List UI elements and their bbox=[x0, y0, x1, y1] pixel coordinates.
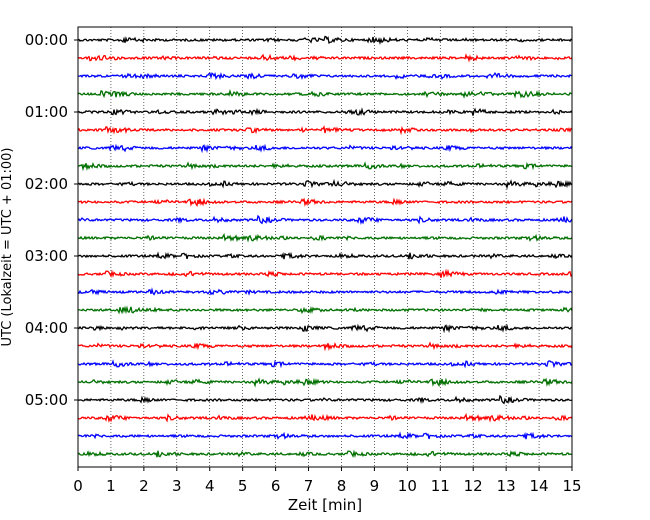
x-tick-label: 14 bbox=[530, 477, 549, 495]
trace-line bbox=[77, 143, 573, 154]
trace-line bbox=[77, 35, 573, 46]
x-tick-label: 2 bbox=[139, 477, 149, 495]
y-tick-label: 02:00 bbox=[25, 175, 68, 193]
x-tick-label: 4 bbox=[205, 477, 215, 495]
seismic-traces bbox=[77, 35, 573, 458]
plot-frame bbox=[77, 26, 573, 468]
x-tick-label: 8 bbox=[337, 477, 347, 495]
x-tick-label: 9 bbox=[370, 477, 380, 495]
x-tick-label: 11 bbox=[431, 477, 450, 495]
trace-line bbox=[77, 412, 573, 423]
x-tick-label: 0 bbox=[73, 477, 83, 495]
x-tick-label: 6 bbox=[271, 477, 281, 495]
x-tick-label: 13 bbox=[497, 477, 516, 495]
trace-line bbox=[77, 449, 573, 458]
x-axis: 0 1 2 3 4 5 6 7 8 9 10 11 12 13 14 15 bbox=[73, 467, 582, 495]
trace-line bbox=[77, 124, 573, 136]
trace-line bbox=[77, 178, 573, 190]
trace-line bbox=[77, 394, 573, 405]
x-tick-label: 10 bbox=[398, 477, 417, 495]
trace-line bbox=[77, 341, 573, 352]
y-tick-label: 03:00 bbox=[25, 247, 68, 265]
x-tick-label: 7 bbox=[304, 477, 314, 495]
y-tick-label: 00:00 bbox=[25, 31, 68, 49]
trace-line bbox=[77, 72, 573, 81]
trace-line bbox=[77, 214, 573, 225]
trace-line bbox=[77, 359, 573, 369]
trace-line bbox=[77, 377, 573, 388]
trace-line bbox=[77, 305, 573, 315]
y-tick-label: 05:00 bbox=[25, 391, 68, 409]
y-axis-label: UTC (Lokalzeit = UTC + 01:00) bbox=[0, 148, 15, 347]
trace-line bbox=[77, 323, 573, 334]
x-tick-label: 12 bbox=[464, 477, 483, 495]
trace-line bbox=[77, 88, 573, 99]
trace-line bbox=[77, 232, 573, 243]
y-axis: 00:00 01:00 02:00 03:00 04:00 05:00 bbox=[25, 31, 78, 409]
trace-line bbox=[77, 197, 573, 208]
trace-line bbox=[77, 53, 573, 63]
y-tick-label: 04:00 bbox=[25, 319, 68, 337]
x-axis-label: Zeit [min] bbox=[288, 496, 362, 514]
x-tick-label: 15 bbox=[562, 477, 581, 495]
x-tick-label: 3 bbox=[172, 477, 182, 495]
grid-lines bbox=[110, 27, 540, 467]
trace-line bbox=[77, 251, 573, 260]
x-tick-label: 5 bbox=[238, 477, 248, 495]
trace-line bbox=[77, 268, 573, 278]
trace-line bbox=[77, 431, 573, 440]
trace-line bbox=[77, 287, 573, 296]
x-tick-label: 1 bbox=[106, 477, 116, 495]
trace-line bbox=[77, 107, 573, 117]
y-tick-label: 01:00 bbox=[25, 103, 68, 121]
trace-line bbox=[77, 161, 573, 172]
